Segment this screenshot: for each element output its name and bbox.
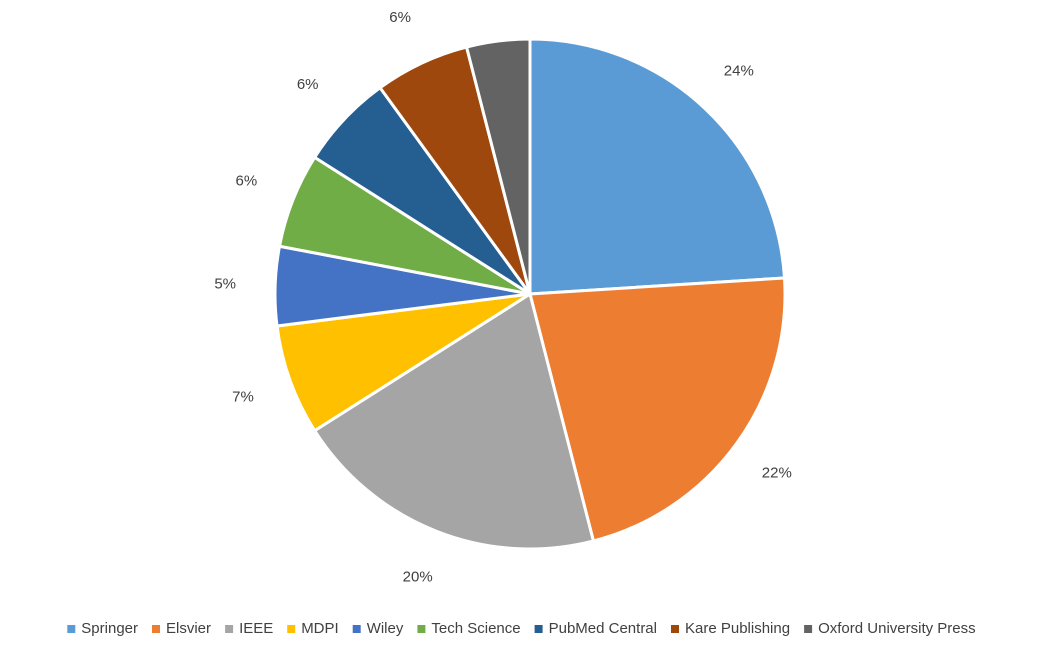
- slice-label-elsvier: 22%: [762, 464, 792, 481]
- chart-legend: Springer Elsvier IEEE MDPI Wiley Tech Science…: [67, 620, 976, 637]
- pie-slice-springer: [528, 37, 786, 296]
- legend-swatch: [352, 625, 361, 633]
- legend-item-springer: Springer: [67, 620, 138, 637]
- legend-swatch: [417, 625, 426, 633]
- legend-swatch: [671, 625, 679, 633]
- legend-label: Wiley: [367, 620, 404, 637]
- pie-slice-mdpi: [275, 292, 532, 433]
- legend-item-tech-science: Tech Science: [417, 620, 521, 637]
- pie-slice-ieee: [313, 292, 595, 551]
- legend-label: PubMed Central: [549, 620, 657, 637]
- legend-swatch: [225, 625, 234, 633]
- legend-label: IEEE: [239, 620, 273, 637]
- slice-label-pubmed-central: 6%: [297, 76, 319, 93]
- legend-swatch: [67, 625, 76, 633]
- slice-label-tech-science: 6%: [236, 173, 258, 190]
- legend-label: Kare Publishing: [685, 620, 790, 637]
- pie-slices: [273, 37, 787, 551]
- slice-label-mdpi: 7%: [232, 388, 254, 405]
- legend-label: MDPI: [301, 620, 339, 637]
- pie-slice-elsvier: [528, 276, 787, 543]
- legend-swatch: [534, 625, 543, 633]
- slice-label-springer: 24%: [724, 63, 754, 80]
- legend-label: Oxford University Press: [818, 620, 976, 637]
- legend-label: Elsvier: [166, 620, 211, 637]
- slice-label-kare-publishing: 6%: [389, 9, 411, 26]
- legend-item-kare-publishing: Kare Publishing: [671, 620, 790, 637]
- legend-item-mdpi: MDPI: [287, 620, 339, 637]
- legend-swatch: [804, 625, 813, 633]
- slice-labels: 24%22%20%7%5%6%6%6%4%: [214, 9, 792, 586]
- slice-label-ieee: 20%: [403, 569, 433, 586]
- legend-label: Springer: [81, 620, 138, 637]
- legend-item-elsvier: Elsvier: [152, 620, 211, 637]
- legend-item-ieee: IEEE: [225, 620, 273, 637]
- legend-swatch: [287, 625, 296, 633]
- slice-label-wiley: 5%: [214, 275, 236, 292]
- legend-label: Tech Science: [431, 620, 520, 637]
- legend-item-wiley: Wiley: [352, 620, 404, 637]
- legend-item-oxford-university-press: Oxford University Press: [804, 620, 976, 637]
- legend-item-pubmed-central: PubMed Central: [534, 620, 657, 637]
- pie-slice-oxford-university-press: [465, 37, 532, 296]
- legend-swatch: [152, 625, 160, 633]
